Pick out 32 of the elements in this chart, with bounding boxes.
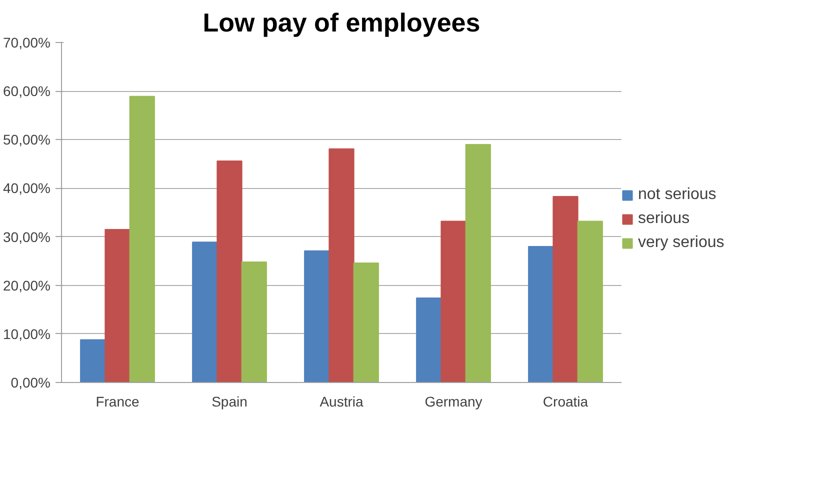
legend-label: not serious [638, 186, 716, 204]
bar [416, 297, 442, 382]
legend-label: serious [638, 210, 690, 228]
bar [129, 96, 155, 382]
bar [192, 242, 218, 382]
chart-title: Low pay of employees [202, 8, 480, 38]
bar [328, 148, 354, 382]
bar [241, 262, 267, 382]
bar [552, 196, 578, 382]
y-tick-label: 40,00% [3, 180, 50, 196]
x-tick-label: Croatia [542, 394, 588, 410]
y-tick-label: 70,00% [3, 34, 50, 50]
y-tick-label: 20,00% [3, 277, 50, 294]
x-tick-label: Austria [320, 394, 364, 410]
bar [353, 262, 379, 382]
y-tick-label: 30,00% [3, 228, 50, 245]
y-tick-label: 60,00% [3, 83, 50, 100]
bar [304, 250, 330, 382]
bar [577, 220, 603, 382]
x-tick-label: Germany [424, 394, 482, 410]
y-tick-label: 0,00% [10, 374, 51, 390]
x-tick-label: France [96, 394, 140, 410]
x-tick-label: Spain [212, 394, 248, 410]
bar [528, 246, 554, 382]
bar [216, 160, 242, 382]
bar [440, 220, 466, 382]
bar [104, 229, 130, 382]
y-tick-label: 10,00% [3, 326, 50, 342]
bar [80, 339, 106, 382]
bar [465, 144, 491, 382]
y-tick-label: 50,00% [3, 132, 50, 148]
legend-label: very serious [638, 234, 724, 252]
